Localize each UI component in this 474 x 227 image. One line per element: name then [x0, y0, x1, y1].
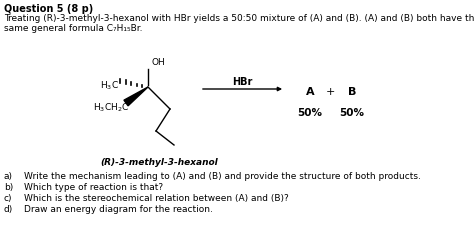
Text: 50%: 50% — [298, 108, 322, 118]
Text: Draw an energy diagram for the reaction.: Draw an energy diagram for the reaction. — [24, 204, 213, 213]
Text: A: A — [306, 87, 314, 96]
Text: B: B — [348, 87, 356, 96]
Text: b): b) — [4, 182, 13, 191]
Text: d): d) — [4, 204, 13, 213]
Text: 50%: 50% — [339, 108, 365, 118]
Text: Treating (R)-3-methyl-3-hexanol with HBr yields a 50:50 mixture of (A) and (B). : Treating (R)-3-methyl-3-hexanol with HBr… — [4, 14, 474, 23]
Text: Which type of reaction is that?: Which type of reaction is that? — [24, 182, 163, 191]
Text: HBr: HBr — [232, 77, 253, 87]
Text: Which is the stereochemical relation between (A) and (B)?: Which is the stereochemical relation bet… — [24, 193, 289, 202]
Text: Write the mechanism leading to (A) and (B) and provide the structure of both pro: Write the mechanism leading to (A) and (… — [24, 171, 421, 180]
Text: (R)-3-methyl-3-hexanol: (R)-3-methyl-3-hexanol — [100, 157, 218, 166]
Text: H$_3$C: H$_3$C — [100, 80, 119, 92]
Text: c): c) — [4, 193, 12, 202]
Text: Question 5 (8 p): Question 5 (8 p) — [4, 4, 93, 14]
Polygon shape — [124, 88, 148, 106]
Text: a): a) — [4, 171, 13, 180]
Text: same general formula C₇H₁₅Br.: same general formula C₇H₁₅Br. — [4, 24, 143, 33]
Text: +: + — [325, 87, 335, 96]
Text: OH: OH — [152, 58, 166, 67]
Text: H$_3$CH$_2$C: H$_3$CH$_2$C — [93, 101, 129, 114]
